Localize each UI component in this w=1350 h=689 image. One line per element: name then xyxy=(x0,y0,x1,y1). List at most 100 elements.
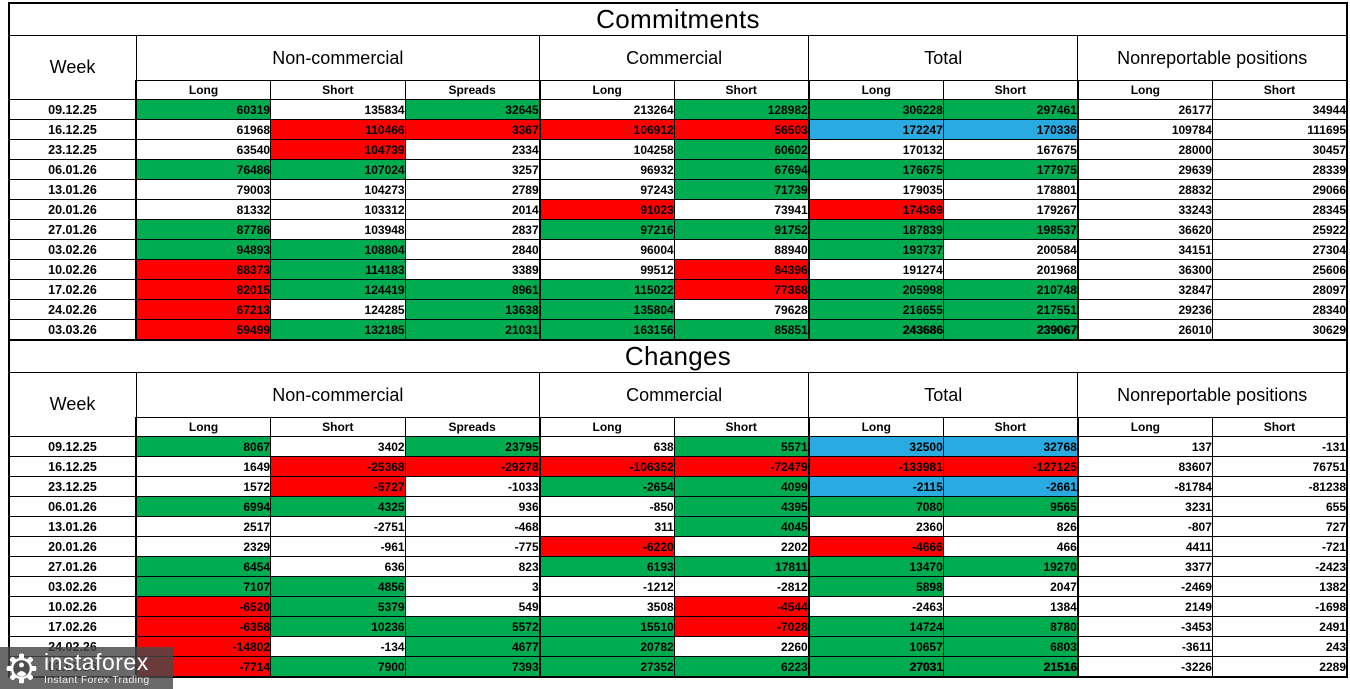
group-header: Nonreportable positions xyxy=(1077,372,1348,418)
data-cell: 73941 xyxy=(673,199,810,220)
data-cell: -106352 xyxy=(538,456,675,477)
group-header-row: Week Non-commercial Commercial Total Nonrepo… xyxy=(8,35,1348,100)
data-cell: 36300 xyxy=(1076,259,1213,280)
data-cell: 106912 xyxy=(538,119,675,140)
data-cell: 306228 xyxy=(807,99,944,120)
week-cell: 06.01.26 xyxy=(8,159,137,180)
column-header: Spreads xyxy=(404,80,541,100)
week-cell: 03.02.26 xyxy=(8,239,137,260)
data-cell: 177975 xyxy=(942,159,1079,180)
data-cell: 21516 xyxy=(942,656,1079,678)
table-row: 27.01.26 6454 636 823 6193 17811 13470 19270 337… xyxy=(8,556,1348,577)
column-header: Spreads xyxy=(404,417,541,437)
data-cell: 2289 xyxy=(1211,656,1348,678)
data-cell: 28340 xyxy=(1211,299,1348,320)
data-cell: 56503 xyxy=(673,119,810,140)
data-cell: 216655 xyxy=(807,299,944,320)
data-cell: 88940 xyxy=(673,239,810,260)
data-cell: 2149 xyxy=(1076,596,1213,617)
data-cell: -2463 xyxy=(807,596,944,617)
data-cell: 8961 xyxy=(404,279,541,300)
data-cell: 63540 xyxy=(135,139,272,160)
data-cell: -807 xyxy=(1076,516,1213,537)
data-cell: 2334 xyxy=(404,139,541,160)
title-row: Commitments xyxy=(8,2,1348,36)
data-cell: 67694 xyxy=(673,159,810,180)
data-cell: 2360 xyxy=(807,516,944,537)
week-cell: 03.02.26 xyxy=(8,576,137,597)
data-cell: 936 xyxy=(404,496,541,517)
data-cell: 1382 xyxy=(1211,576,1348,597)
week-cell: 24.02.26 xyxy=(8,299,137,320)
data-cell: 96004 xyxy=(538,239,675,260)
data-cell: 30629 xyxy=(1211,319,1348,341)
data-cell: -133981 xyxy=(807,456,944,477)
data-cell: 27352 xyxy=(538,656,675,678)
table-row: 13.01.26 2517 -2751 -468 311 4045 2360 826 -807 7… xyxy=(8,516,1348,537)
data-cell: 36620 xyxy=(1076,219,1213,240)
column-header: Long xyxy=(807,417,944,437)
data-cell: 67213 xyxy=(135,299,272,320)
data-cell: 823 xyxy=(404,556,541,577)
table-row: 09.12.25 60319 135834 32645 213264 128982 3062… xyxy=(8,99,1348,120)
data-cell: 170132 xyxy=(807,139,944,160)
week-cell: 06.01.26 xyxy=(8,496,137,517)
data-cell: 191274 xyxy=(807,259,944,280)
data-cell: 104273 xyxy=(270,179,406,200)
sub-header-row: Long Short Spreads Long Short Long Short Long Sh… xyxy=(9,417,1348,437)
data-cell: -25368 xyxy=(270,456,406,477)
data-cell: 3389 xyxy=(404,259,541,280)
data-cell: 28345 xyxy=(1211,199,1348,220)
data-cell: 3231 xyxy=(1076,496,1213,517)
data-cell: 13470 xyxy=(807,556,944,577)
table-row: 24.02.26 67213 124285 13638 135804 79628 21665… xyxy=(8,299,1348,320)
cot-tables: Commitments Week Non-commercial Commercial T… xyxy=(8,2,1348,678)
data-cell: 243 xyxy=(1211,636,1348,657)
data-cell: 2202 xyxy=(673,536,810,557)
data-cell: -850 xyxy=(538,496,675,517)
data-cell: 76751 xyxy=(1211,456,1348,477)
data-cell: 91752 xyxy=(673,219,810,240)
column-header: Short xyxy=(673,417,810,437)
data-cell: 826 xyxy=(942,516,1079,537)
data-cell: 549 xyxy=(404,596,541,617)
data-cell: 28339 xyxy=(1211,159,1348,180)
data-cell: -1212 xyxy=(538,576,675,597)
data-cell: 8067 xyxy=(135,436,272,457)
data-cell: 27031 xyxy=(807,656,944,678)
data-cell: 200584 xyxy=(942,239,1079,260)
table-row: 16.12.25 1649 -25368 -29278 -106352 -72479 -13… xyxy=(8,456,1348,477)
table-row: 16.12.25 61968 110466 3367 106912 56503 172247… xyxy=(8,119,1348,140)
data-cell: -134 xyxy=(270,636,406,657)
week-cell: 10.02.26 xyxy=(8,259,137,280)
week-cell: 13.01.26 xyxy=(8,516,137,537)
week-column-header: Week xyxy=(8,35,137,100)
data-cell: 103948 xyxy=(270,219,406,240)
data-cell: 25922 xyxy=(1211,219,1348,240)
data-cell: -961 xyxy=(270,536,406,557)
week-cell: 16.12.25 xyxy=(8,119,137,140)
data-cell: 466 xyxy=(942,536,1079,557)
data-cell: -81238 xyxy=(1211,476,1348,497)
data-cell: 3377 xyxy=(1076,556,1213,577)
data-cell: 6803 xyxy=(942,636,1079,657)
table-row: 03.02.26 94893 108804 2840 96004 88940 193737 2… xyxy=(8,239,1348,260)
table-row: 27.01.26 87786 103948 2837 97216 91752 187839 1… xyxy=(8,219,1348,240)
data-cell: 201968 xyxy=(942,259,1079,280)
data-cell: 61968 xyxy=(135,119,272,140)
data-cell: -721 xyxy=(1211,536,1348,557)
title-row: Changes xyxy=(8,339,1348,373)
data-cell: 27304 xyxy=(1211,239,1348,260)
group-header: Total xyxy=(808,35,1079,81)
data-cell: 23795 xyxy=(404,436,541,457)
sub-header-row: Long Short Spreads Long Short Long Short Long Sh… xyxy=(9,80,1348,100)
data-cell: 2047 xyxy=(942,576,1079,597)
data-cell: 79003 xyxy=(135,179,272,200)
table-row: 03.02.26 7107 4856 3 -1212 -2812 5898 2047 -2469… xyxy=(8,576,1348,597)
data-cell: 3257 xyxy=(404,159,541,180)
column-header: Long xyxy=(1076,417,1213,437)
data-cell: -4544 xyxy=(673,596,810,617)
group-header: Nonreportable positions xyxy=(1077,35,1348,81)
data-cell: 111695 xyxy=(1211,119,1348,140)
group-header: Commercial xyxy=(539,372,810,418)
